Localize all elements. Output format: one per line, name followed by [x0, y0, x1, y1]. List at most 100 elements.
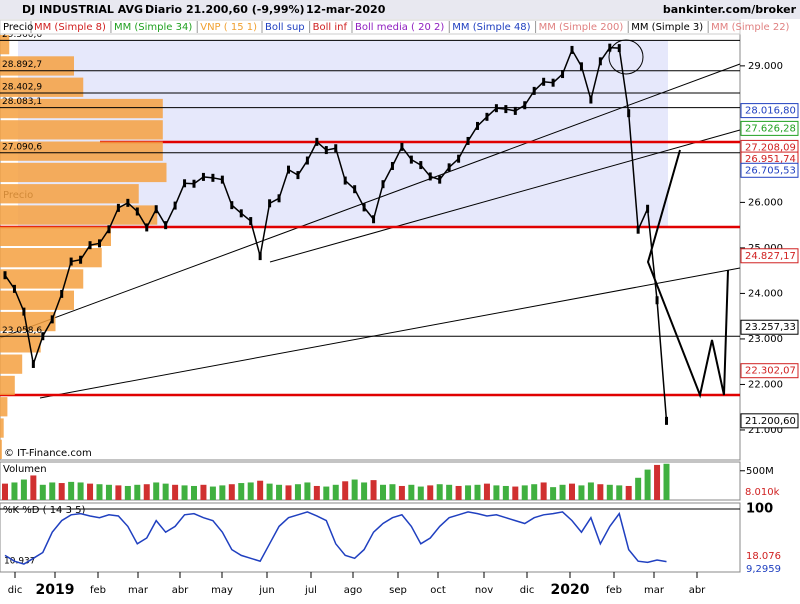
volume-bar — [342, 481, 349, 500]
legend-item: Boll inf — [313, 22, 348, 33]
volume-bar — [474, 484, 481, 500]
x-tick-label: abr — [172, 585, 189, 596]
y-tick-label: 29.000 — [748, 61, 783, 72]
x-tick-label: mar — [644, 585, 665, 596]
header-period: Diario — [145, 3, 183, 16]
volume-title: Volumen — [3, 464, 47, 475]
price-point — [69, 257, 73, 266]
volume-profile-bar — [0, 354, 23, 374]
volume-bar — [569, 483, 575, 500]
volume-bar — [285, 485, 292, 500]
volume-profile-bar — [0, 162, 167, 183]
price-point — [381, 180, 385, 189]
price-point — [334, 144, 338, 153]
volume-bar — [436, 484, 443, 500]
volume-bar — [11, 482, 18, 500]
price-point — [201, 172, 205, 181]
price-label: 26.951,74 — [745, 154, 796, 165]
price-point — [12, 284, 16, 293]
x-tick-label: mar — [128, 585, 149, 596]
price-point — [173, 201, 177, 210]
price-point — [419, 161, 423, 170]
volume-bar — [654, 464, 661, 500]
price-point — [561, 70, 565, 79]
price-point — [598, 57, 602, 66]
y-tick-label: 24.000 — [748, 288, 783, 299]
stoch-panel — [0, 502, 741, 573]
volume-bar — [313, 485, 320, 500]
level-label: 23.058,6 — [2, 326, 42, 336]
price-label: 27.208,09 — [745, 142, 796, 153]
volume-bar — [209, 486, 216, 500]
price-point — [249, 217, 253, 226]
volume-bar — [351, 479, 358, 500]
price-point — [353, 185, 357, 194]
volume-bar — [30, 475, 37, 500]
price-point — [589, 95, 593, 104]
price-point — [305, 156, 309, 165]
volume-profile-bar — [0, 397, 8, 417]
header-last: 21.200,60 (-9,99%) — [186, 3, 305, 16]
volume-bar — [427, 485, 434, 500]
stoch-label: 9,2959 — [746, 564, 781, 575]
volume-bar — [304, 482, 311, 500]
volume-profile-bar — [0, 439, 2, 459]
price-point — [438, 175, 442, 184]
legend-item: VNP ( 15 1) — [200, 22, 257, 33]
level-label: 29.560,6 — [2, 30, 42, 40]
price-label-box — [740, 248, 799, 264]
volume-bar — [408, 484, 415, 500]
stoch-label: 18.076 — [746, 551, 781, 562]
volume-bar — [465, 485, 472, 500]
x-tick-label: abr — [689, 585, 706, 596]
volume-bar — [68, 481, 75, 500]
price-point — [372, 215, 376, 224]
volume-bar — [49, 482, 56, 500]
price-point — [183, 179, 187, 188]
price-point — [145, 223, 149, 232]
volume-bar — [276, 484, 283, 500]
price-point — [135, 207, 139, 216]
price-point — [665, 416, 668, 425]
volume-bar — [380, 484, 386, 500]
volume-bar — [191, 485, 197, 500]
volume-bar — [635, 477, 642, 500]
volume-bar — [625, 485, 632, 500]
volume-profile-bar — [0, 269, 84, 289]
price-point — [88, 241, 92, 250]
price-point — [3, 271, 7, 280]
price-point — [494, 104, 498, 113]
price-point — [608, 43, 612, 52]
x-tick-label: dic — [8, 585, 23, 596]
x-tick-label: 2020 — [551, 582, 590, 598]
price-label: 23.257,33 — [745, 322, 796, 333]
volume-bar — [115, 485, 122, 500]
volume-bar — [578, 485, 585, 500]
trend-line — [269, 129, 741, 263]
volume-bar — [153, 482, 160, 500]
volume-bar — [531, 484, 538, 500]
volume-bar — [2, 483, 8, 500]
x-tick-label: oct — [430, 585, 446, 596]
volume-bar — [87, 483, 94, 500]
price-point — [296, 171, 300, 180]
volume-panel — [0, 461, 741, 501]
y-tick-label: 23.000 — [748, 334, 783, 345]
volume-bar — [616, 485, 623, 500]
price-point — [542, 77, 546, 86]
price-point — [50, 315, 54, 324]
y-tick-label: 100 — [746, 502, 773, 517]
volume-bar — [58, 483, 65, 500]
volume-profile-bar — [0, 248, 102, 268]
x-tick-label: jun — [258, 585, 274, 596]
price-point — [447, 163, 451, 172]
volume-bar — [606, 484, 613, 500]
legend-item: MM (Simple 8) — [34, 22, 106, 33]
price-point — [211, 173, 215, 182]
volume-bar — [512, 486, 519, 500]
volume-bar — [389, 484, 396, 500]
legend-item: MM (Simple 48) — [452, 22, 530, 33]
volume-bar — [20, 479, 27, 500]
legend-item: MM (Simple 200) — [539, 22, 624, 33]
